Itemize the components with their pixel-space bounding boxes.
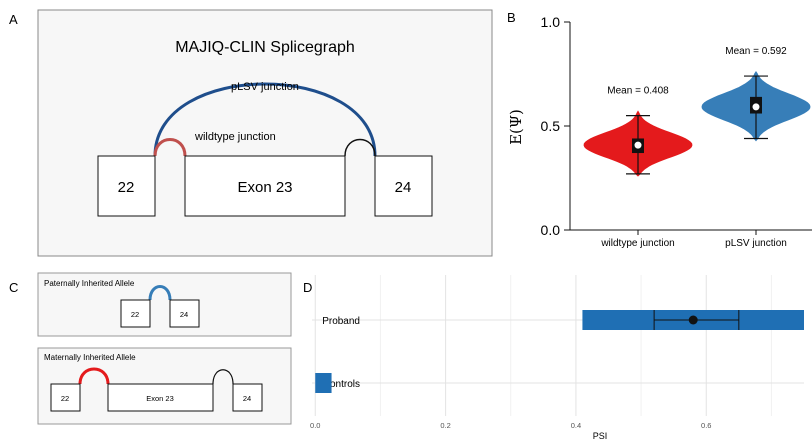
maternal-exon-24-label: 24: [243, 394, 251, 403]
exon-23-box: [184, 155, 346, 217]
paternal-junction-arc: [148, 285, 172, 301]
paternal-exon-24-label: 24: [180, 310, 188, 319]
psi-chart: 0.0 0.2 0.4 0.6 Proband Controls PSI: [310, 275, 804, 441]
psi-bar: [315, 373, 332, 393]
psi-x-tick-label: 0.0: [310, 421, 320, 430]
splicegraph-title: MAJIQ-CLIN Splicegraph: [175, 39, 355, 56]
panel-b-label: B: [507, 10, 516, 25]
psi-x-tick-label: 0.2: [440, 421, 450, 430]
violin-y-axis-label: E(Ψ): [507, 109, 525, 145]
psi-point: [688, 315, 698, 325]
psi-x-axis-label: PSI: [593, 431, 608, 441]
violin-category-label: wildtype junction: [600, 238, 674, 249]
maternal-exon-22-box: [50, 383, 81, 412]
plsv-junction-label: pLSV junction: [231, 81, 299, 93]
violin-y-tick-label: 0.5: [541, 118, 561, 134]
violin-mean-point: [633, 140, 643, 150]
violin-y-tick-label: 1.0: [541, 14, 561, 30]
psi-category-label: Proband: [322, 316, 360, 327]
maternal-allele-title: Maternally Inherited Allele: [44, 353, 136, 362]
panel-c-label: C: [9, 280, 18, 295]
panel-d-label: D: [303, 280, 312, 295]
psi-x-tick-label: 0.4: [571, 421, 581, 430]
violin-category-label: pLSV junction: [725, 238, 787, 249]
exon-23-label: Exon 23: [237, 179, 292, 196]
exon-24-box: [374, 155, 433, 217]
paternal-exon-22-label: 22: [131, 310, 139, 319]
violin-mean-point: [751, 102, 761, 112]
violin-chart: E(Ψ) 0.0 0.5 1.0 wildtype junction Mean = 0…: [507, 14, 812, 249]
maternal-exon23-24-arc: [212, 369, 234, 385]
wildtype-junction-label: wildtype junction: [194, 131, 276, 143]
psi-x-tick-label: 0.6: [701, 421, 711, 430]
violin-y-tick-label: 0.0: [541, 222, 561, 238]
violin-mean-label: Mean = 0.408: [607, 85, 669, 96]
exon-22-label: 22: [118, 179, 135, 196]
paternal-allele-title: Paternally Inherited Allele: [44, 279, 135, 288]
wildtype-junction-arc: [153, 138, 187, 157]
paternal-exon-24-box: [169, 299, 200, 328]
psi-category-label: Controls: [323, 379, 360, 390]
maternal-exon-22-label: 22: [61, 394, 69, 403]
maternal-exon-23-label: Exon 23: [146, 394, 174, 403]
maternal-exon-24-box: [232, 383, 263, 412]
exon-24-label: 24: [395, 179, 412, 196]
paternal-exon-22-box: [120, 299, 151, 328]
maternal-exon-23-box: [107, 383, 214, 412]
plsv-junction-arc: [153, 82, 377, 157]
exon23-24-junction-arc: [344, 138, 376, 157]
panel-a-label: A: [9, 12, 18, 27]
maternal-junction-arc: [78, 367, 110, 385]
paternal-allele-panel: [37, 272, 292, 337]
exon-22-box: [97, 155, 156, 217]
violin-mean-label: Mean = 0.592: [725, 46, 787, 57]
